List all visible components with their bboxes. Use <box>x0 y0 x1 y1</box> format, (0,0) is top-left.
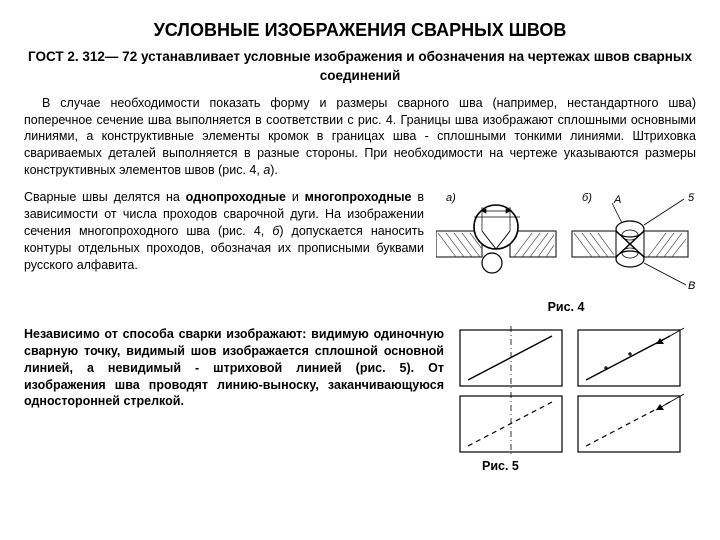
paragraph-3: Независимо от способа сварки изображают:… <box>24 326 444 475</box>
fig4-tag-b: В <box>688 280 695 292</box>
fig4-tag-a: А <box>613 194 621 206</box>
paragraph-2: Сварные швы делятся на однопроходные и м… <box>24 189 424 316</box>
subtitle: ГОСТ 2. 312— 72 устанавливает условные и… <box>24 48 696 84</box>
fig4-tag-5: 5 <box>688 192 695 204</box>
para2-b: однопроходные <box>186 190 286 204</box>
paragraph-1: В случае необходимости показать форму и … <box>24 95 696 179</box>
fig5-caption: Рис. 5 <box>482 458 696 475</box>
figure-4: а) <box>436 189 696 316</box>
para2-d: многопроходные <box>305 190 412 204</box>
para2-a: Сварные швы делятся на <box>24 190 186 204</box>
fig4-a-label: а) <box>446 192 456 204</box>
fig4-b-label: б) <box>582 192 592 204</box>
para1-text-a: В случае необходимости показать форму и … <box>24 96 696 178</box>
fig4-caption: Рис. 4 <box>436 299 696 316</box>
para2-c: и <box>286 190 305 204</box>
figure-5: Рис. 5 <box>456 326 696 475</box>
page-title: УСЛОВНЫЕ ИЗОБРАЖЕНИЯ СВАРНЫХ ШВОВ <box>24 18 696 42</box>
para1-text-c: ). <box>270 163 278 177</box>
para3-a: Независимо от способа сварки изображают:… <box>24 327 444 409</box>
